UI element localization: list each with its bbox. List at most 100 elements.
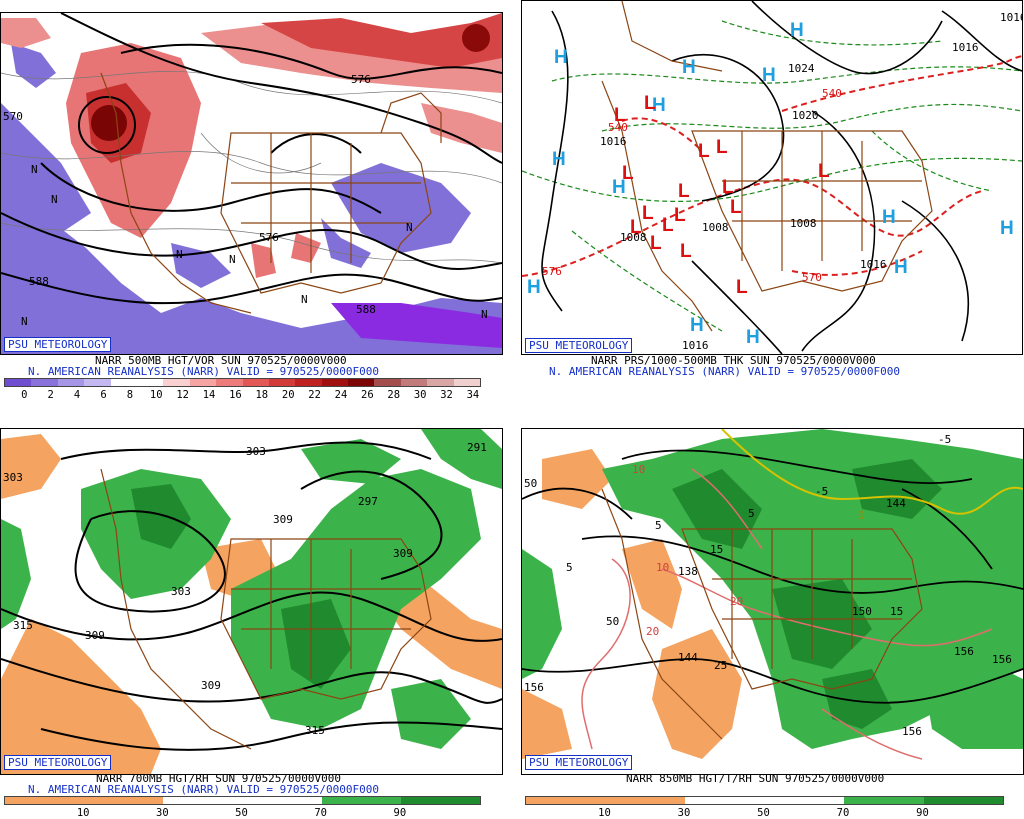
colorbar-tick: 8 <box>126 389 134 401</box>
map-valid-caption: N. AMERICAN REANALYSIS (NARR) VALID = 97… <box>28 365 379 378</box>
isobar-label: 1016 <box>1000 11 1022 24</box>
isobar-label: 1020 <box>792 109 819 122</box>
high-pressure-marker: H <box>746 327 760 348</box>
temperature-label: 5 <box>566 561 573 574</box>
map-caption: NARR 850MB HGT/T/RH SUN 970525/0000V000 <box>626 772 885 785</box>
colorbar-swatch <box>5 797 85 804</box>
isobar-label: 1016 <box>600 135 627 148</box>
temperature-label: -5 <box>938 433 951 446</box>
low-pressure-marker: L <box>650 233 662 254</box>
colorbar-tick: 6 <box>100 389 107 401</box>
contour-label: 315 <box>305 724 325 737</box>
map-valid-caption: N. AMERICAN REANALYSIS (NARR) VALID = 97… <box>549 365 900 378</box>
colorbar-swatch <box>136 379 164 386</box>
low-pressure-marker: L <box>722 177 734 198</box>
low-pressure-marker: L <box>674 205 686 226</box>
high-pressure-marker: H <box>762 65 776 86</box>
isobar-label: 1008 <box>702 221 729 234</box>
height-label: 156 <box>992 653 1012 666</box>
psu-meteorology-logo: PSU METEOROLOGY <box>525 338 633 353</box>
colorbar-swatch <box>400 797 481 804</box>
humidity-colorbar <box>4 796 481 805</box>
vorticity-min-label: N <box>51 193 58 206</box>
colorbar-tick-labels: 0 2 4 6 8 10 12 14 16 18 20 22 24 26 28 30 32 34 <box>4 389 479 401</box>
contour-label: 576 <box>351 73 371 86</box>
vorticity-colorbar <box>4 378 481 387</box>
colorbar-tick: 14 <box>202 389 216 401</box>
map-canvas: H H H H H H H H H H H H H L L L L L <box>522 1 1022 354</box>
colorbar-tick: 2 <box>47 389 54 401</box>
height-label: 50 <box>524 477 537 490</box>
isobar-label: 1024 <box>788 62 815 75</box>
colorbar-tick: 30 <box>413 389 427 401</box>
map-500mb-vorticity: 576 588 570 576 588 N N N N N N N N <box>0 12 503 355</box>
colorbar-tick: 24 <box>334 389 348 401</box>
psu-meteorology-logo: PSU METEOROLOGY <box>4 337 112 352</box>
colorbar-tick: 90 <box>916 807 929 819</box>
high-pressure-marker: H <box>882 207 896 228</box>
isobar-label: 1016 <box>682 339 709 352</box>
temperature-label: 15 <box>890 605 903 618</box>
colorbar-tick: 30 <box>156 807 169 819</box>
thickness-label: 576 <box>542 265 562 278</box>
vorticity-min-label: N <box>21 315 28 328</box>
panel-700mb-humidity: 303 297 303 309 291 309 303 309 315 315 … <box>0 428 503 819</box>
low-pressure-marker: L <box>630 217 642 238</box>
colorbar-swatch <box>84 379 111 386</box>
contour-label: 588 <box>29 275 49 288</box>
colorbar-swatch <box>844 797 924 804</box>
map-caption: NARR PRS/1000-500MB THK SUN 970525/0000V… <box>591 354 876 367</box>
low-pressure-marker: L <box>730 197 742 218</box>
colorbar-swatch <box>163 797 243 804</box>
panel-500mb-vorticity: 576 588 570 576 588 N N N N N N N N PSU … <box>0 12 503 402</box>
colorbar-tick: 50 <box>235 807 248 819</box>
low-pressure-marker: L <box>644 93 656 114</box>
thickness-label: 540 <box>608 121 628 134</box>
contour-label: 309 <box>85 629 105 642</box>
isobar-label: 1016 <box>952 41 979 54</box>
colorbar-tick: 10 <box>598 807 611 819</box>
temperature-label: 5 <box>748 507 755 520</box>
colorbar-tick-labels: 10 30 50 70 90 <box>4 807 479 819</box>
temperature-label: 15 <box>710 543 723 556</box>
vorticity-min-label: N <box>481 308 488 321</box>
low-pressure-marker: L <box>818 161 830 182</box>
colorbar-swatch <box>163 379 190 386</box>
colorbar-swatch <box>268 379 296 386</box>
colorbar-swatch <box>242 797 322 804</box>
colorbar-swatch <box>923 797 1003 804</box>
colorbar-swatch <box>526 797 606 804</box>
colorbar-swatch <box>242 379 269 386</box>
high-pressure-marker: H <box>652 95 666 116</box>
contour-label: 309 <box>201 679 221 692</box>
height-label: 50 <box>606 615 619 628</box>
map-caption: NARR 500MB HGT/VOR SUN 970525/0000V000 <box>95 354 347 367</box>
colorbar-tick: 70 <box>314 807 327 819</box>
high-pressure-marker: H <box>552 149 566 170</box>
contour-label: 309 <box>393 547 413 560</box>
high-pressure-marker: H <box>690 315 704 336</box>
temperature-label: 10 <box>632 463 645 476</box>
colorbar-tick: 4 <box>73 389 81 401</box>
colorbar-swatch <box>31 379 58 386</box>
colorbar-swatch <box>5 379 32 386</box>
high-pressure-marker: H <box>1000 218 1014 239</box>
colorbar-swatch <box>189 379 217 386</box>
low-pressure-marker: L <box>622 163 634 184</box>
temperature-label: 5 <box>655 519 662 532</box>
contour-label: 291 <box>467 441 487 454</box>
colorbar-swatch <box>348 379 375 386</box>
colorbar-tick: 90 <box>393 807 407 819</box>
isobar-label: 1008 <box>620 231 647 244</box>
low-pressure-marker: L <box>736 277 748 298</box>
height-label: 156 <box>902 725 922 738</box>
low-pressure-marker: L <box>642 203 654 224</box>
panel-850mb-temp-humidity: -5 -5 5 5 5 15 15 25 10 10 20 20 0 138 1… <box>521 428 1024 819</box>
colorbar-tick: 18 <box>255 389 269 401</box>
contour-label: 570 <box>3 110 23 123</box>
colorbar-swatch <box>216 379 243 386</box>
thickness-label: 540 <box>822 87 842 100</box>
colorbar-swatch <box>374 379 401 386</box>
map-700mb-humidity: 303 297 303 309 291 309 303 309 315 315 … <box>0 428 503 775</box>
height-label: 138 <box>678 565 698 578</box>
